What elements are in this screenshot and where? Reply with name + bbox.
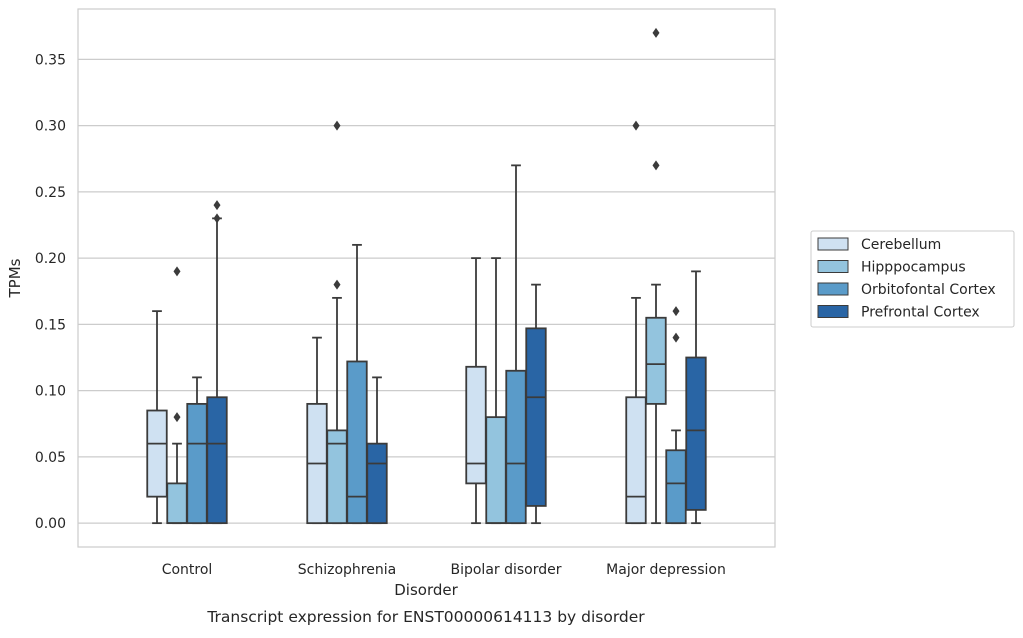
legend-label: Cerebellum [861, 237, 941, 253]
box-prefrontal-cortex-bipolar-disorder [525, 283, 547, 525]
box-cerebellum-bipolar-disorder [465, 257, 487, 525]
legend-swatch [817, 260, 849, 273]
outlier-point [652, 160, 660, 171]
box-prefrontal-cortex-schizophrenia [366, 376, 388, 525]
outlier-point [632, 120, 640, 131]
outlier-point [213, 213, 221, 224]
legend-label: Orbitofontal Cortex [861, 282, 996, 298]
x-tick-label: Control [162, 562, 213, 578]
legend-items: Cerebellum Hipppocampus Orbitofontal Corte… [817, 237, 996, 321]
y-axis-label: TPMs [6, 258, 24, 298]
box-iqr [366, 442, 388, 525]
box-iqr [625, 396, 647, 525]
box-cerebellum-major-depression [625, 120, 647, 525]
box-iqr [206, 396, 228, 525]
y-tick-label: 0.30 [35, 119, 66, 135]
outlier-point [173, 412, 181, 423]
outlier-point [652, 27, 660, 38]
box-iqr [146, 409, 168, 498]
legend-swatch [817, 305, 849, 318]
box-iqr [465, 365, 487, 485]
x-tick-label: Major depression [606, 562, 726, 578]
box-iqr [186, 402, 208, 525]
outlier-point [333, 120, 341, 131]
outlier-point [173, 266, 181, 277]
legend-swatch [817, 237, 849, 251]
box-iqr [346, 360, 368, 525]
legend-label: Prefrontal Cortex [861, 305, 980, 321]
x-tick-label: Bipolar disorder [450, 562, 561, 578]
y-tick-label: 0.35 [35, 52, 66, 68]
box-orbitofontal-cortex-schizophrenia [346, 243, 368, 525]
x-axis-label: Disorder [394, 581, 458, 599]
box-iqr [645, 316, 667, 405]
box-prefrontal-cortex-major-depression [685, 270, 707, 525]
box-prefrontal-cortex-control [206, 200, 228, 525]
legend-label: Hipppocampus [861, 260, 966, 276]
outlier-point [672, 306, 680, 317]
y-tick-labels: 0.00 0.05 0.10 0.15 0.20 0.25 0.30 0.35 [35, 52, 66, 532]
box-orbitofontal-cortex-major-depression [665, 306, 687, 525]
x-tick-labels: Control Schizophrenia Bipolar disorder Majo… [162, 562, 726, 578]
y-tick-label: 0.25 [35, 185, 66, 201]
legend-swatch [817, 282, 849, 296]
y-tick-label: 0.00 [35, 516, 66, 532]
legend: Cerebellum Hipppocampus Orbitofontal Corte… [810, 230, 1015, 328]
box-iqr [525, 327, 547, 507]
box-cerebellum-control [146, 310, 168, 525]
box-layer [146, 27, 707, 525]
outlier-point [333, 279, 341, 290]
box-iqr [685, 356, 707, 511]
box-iqr [665, 449, 687, 525]
y-tick-label: 0.10 [35, 384, 66, 400]
y-tick-label: 0.20 [35, 251, 66, 267]
x-tick-label: Schizophrenia [298, 562, 396, 578]
box-iqr [485, 416, 507, 525]
box-hipppocampus-major-depression [645, 27, 667, 525]
box-hipppocampus-control [166, 266, 188, 525]
legend-frame [810, 230, 1015, 328]
box-orbitofontal-cortex-control [186, 376, 208, 525]
box-iqr [166, 482, 188, 525]
y-tick-label: 0.05 [35, 450, 66, 466]
outlier-point [213, 200, 221, 211]
plot-frame [77, 8, 776, 548]
y-tick-label: 0.15 [35, 317, 66, 333]
box-iqr [505, 369, 527, 525]
chart-caption: Transcript expression for ENST0000061411… [206, 608, 645, 626]
box-hipppocampus-bipolar-disorder [485, 257, 507, 525]
outlier-point [672, 332, 680, 343]
